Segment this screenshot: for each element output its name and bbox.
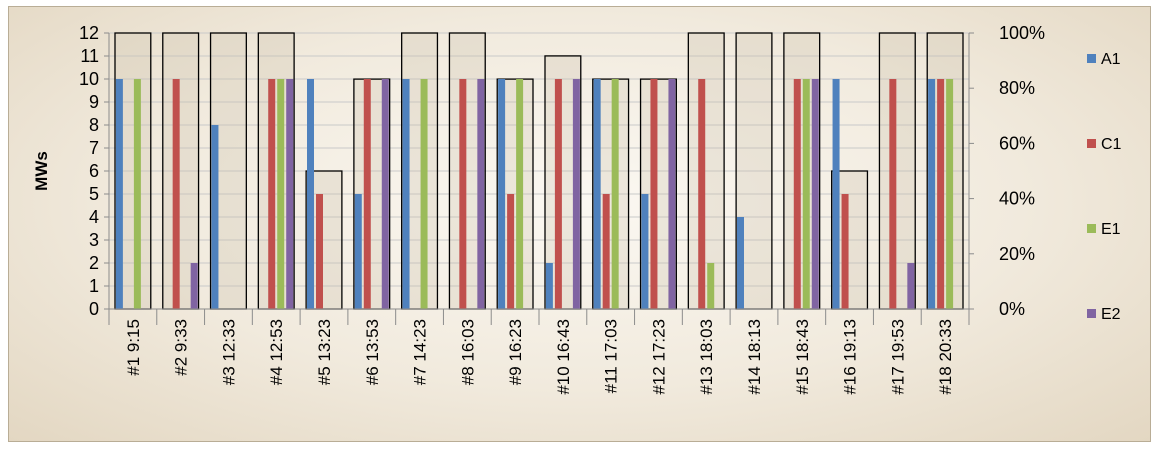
bar-A1-11	[593, 79, 601, 309]
y-tick-label: 7	[89, 138, 99, 158]
bar-E1-18	[946, 79, 954, 309]
bar-C1-2	[172, 79, 180, 309]
bar-A1-7	[402, 79, 410, 309]
bar-C1-18	[937, 79, 945, 309]
x-tick-label: #2 9:33	[172, 319, 191, 376]
y2-tick-label: 60%	[999, 133, 1035, 153]
x-tick-label: #12 17:23	[649, 319, 668, 395]
y-tick-label: 1	[89, 276, 99, 296]
y-tick-label: 4	[89, 207, 99, 227]
legend-label-E1: E1	[1101, 221, 1121, 238]
x-tick-label: #15 18:43	[793, 319, 812, 395]
bar-E1-1	[133, 79, 141, 309]
chart-area: 0 1 2 3 4 5 6 7 8 9 10 11 12 0% 20% 40% 60% 80% 100% #1 9:1…	[8, 6, 1151, 442]
bar-C1-4	[268, 79, 276, 309]
y-tick-label: 9	[89, 92, 99, 112]
bar-C1-5	[316, 194, 323, 309]
bar-E1-15	[802, 79, 810, 309]
bar-E2-4	[286, 79, 294, 309]
x-tick-label: #11 17:03	[602, 319, 621, 393]
bar-A1-12	[641, 194, 649, 309]
x-tick-label: #8 16:03	[458, 319, 477, 385]
bar-A1-10	[545, 263, 553, 309]
bar-E2-17	[907, 263, 915, 309]
legend-swatch-A1	[1087, 54, 1096, 63]
x-tick-label: #5 13:23	[315, 319, 334, 385]
bar-E2-10	[572, 79, 580, 309]
bar-E1-9	[516, 79, 524, 309]
bar-C1-15	[793, 79, 801, 309]
x-tick-label: #10 16:43	[554, 319, 573, 395]
y-tick-label: 3	[89, 230, 99, 250]
bar-C1-17	[889, 79, 897, 309]
legend-swatch-E1	[1087, 224, 1096, 233]
y2-tick-label: 80%	[999, 78, 1035, 98]
bar-E2-15	[811, 79, 819, 309]
bar-C1-13	[698, 79, 706, 309]
y2-tick-label: 100%	[999, 23, 1045, 43]
bar-E2-6	[381, 79, 389, 309]
legend-swatch-E2	[1087, 309, 1096, 318]
bar-C1-9	[507, 194, 515, 309]
bar-E2-8	[477, 79, 485, 309]
y2-tick-label: 0%	[999, 299, 1025, 319]
x-tick-label: #16 19:13	[841, 319, 860, 395]
x-tick-label: #1 9:15	[124, 319, 143, 376]
x-tick-label: #14 18:13	[745, 319, 764, 395]
bar-C1-8	[459, 79, 467, 309]
y-axis-title: MWs	[32, 151, 51, 191]
bar-A1-9	[498, 79, 506, 309]
bar-C1-12	[650, 79, 658, 309]
bar-A1-5	[307, 79, 314, 309]
bar-C1-6	[363, 79, 371, 309]
y-tick-label: 12	[79, 23, 99, 43]
bar-A1-1	[115, 79, 123, 309]
x-tick-label: #3 12:33	[219, 319, 238, 385]
x-tick-label: #13 18:03	[697, 319, 716, 395]
x-tick-label: #4 12:53	[267, 319, 286, 385]
legend-label-A1: A1	[1101, 51, 1121, 68]
bar-A1-18	[928, 79, 936, 309]
bar-A1-16	[832, 79, 840, 309]
x-tick-label: #17 19:53	[888, 319, 907, 395]
y2-tick-label: 40%	[999, 189, 1035, 209]
bar-E1-4	[277, 79, 285, 309]
y-tick-label: 6	[89, 161, 99, 181]
y-tick-label: 8	[89, 115, 99, 135]
bar-E1-7	[420, 79, 428, 309]
y2-tick-label: 20%	[999, 244, 1035, 264]
bar-C1-10	[554, 79, 562, 309]
bar-A1-6	[354, 194, 362, 309]
bar-E2-2	[190, 263, 198, 309]
legend-swatch-C1	[1087, 139, 1096, 148]
bar-E1-13	[707, 263, 715, 309]
bar-C1-11	[602, 194, 610, 309]
bar-A1-14	[737, 217, 744, 309]
bar-C1-16	[841, 194, 849, 309]
y-tick-label: 11	[80, 46, 99, 66]
x-tick-label: #7 14:23	[411, 319, 430, 385]
bar-A1-3	[211, 125, 219, 309]
x-tick-label: #9 16:23	[506, 319, 525, 385]
y-tick-label: 2	[89, 253, 99, 273]
x-tick-label: #6 13:53	[363, 319, 382, 385]
x-tick-label: #18 20:33	[936, 319, 955, 395]
y-tick-label: 5	[89, 184, 99, 204]
legend-label-C1: C1	[1101, 136, 1122, 153]
outline-bar-13	[687, 32, 725, 310]
legend-label-E2: E2	[1101, 306, 1121, 323]
bar-E2-12	[668, 79, 676, 309]
bar-E1-11	[611, 79, 619, 309]
y-tick-label: 0	[89, 299, 99, 319]
y-tick-label: 10	[79, 69, 99, 89]
